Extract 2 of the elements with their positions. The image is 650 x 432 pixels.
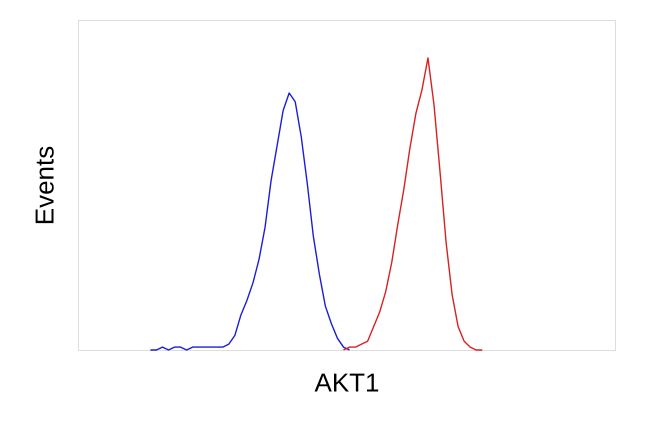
y-axis-title: Events (30, 146, 60, 226)
x-axis-title: AKT1 (314, 368, 380, 398)
